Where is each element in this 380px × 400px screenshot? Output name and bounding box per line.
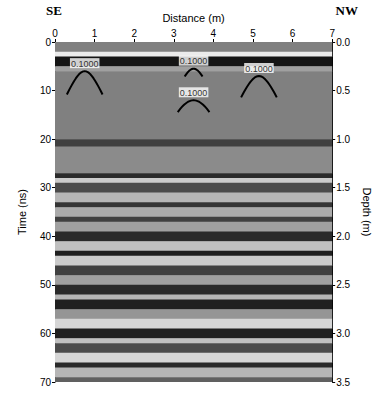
svg-text:0.1000: 0.1000 (180, 56, 208, 66)
svg-text:1.5: 1.5 (336, 182, 350, 193)
svg-text:NW: NW (336, 3, 358, 18)
svg-text:3.0: 3.0 (336, 328, 350, 339)
svg-text:4: 4 (211, 28, 217, 39)
svg-text:SE: SE (46, 3, 62, 18)
svg-text:3.5: 3.5 (336, 377, 350, 388)
svg-text:6: 6 (290, 28, 296, 39)
svg-text:0.0: 0.0 (336, 37, 350, 48)
svg-text:1.0: 1.0 (336, 134, 350, 145)
svg-text:20: 20 (40, 134, 52, 145)
svg-text:30: 30 (40, 182, 52, 193)
svg-text:3: 3 (171, 28, 177, 39)
svg-text:2.5: 2.5 (336, 279, 350, 290)
svg-text:Time (ns): Time (ns) (16, 189, 28, 235)
svg-text:0.5: 0.5 (336, 85, 350, 96)
svg-text:7: 7 (329, 28, 335, 39)
svg-text:0: 0 (52, 28, 58, 39)
svg-text:2.0: 2.0 (336, 231, 350, 242)
svg-text:0: 0 (45, 37, 51, 48)
svg-text:50: 50 (40, 279, 52, 290)
svg-text:2: 2 (131, 28, 137, 39)
svg-text:70: 70 (40, 377, 52, 388)
svg-text:40: 40 (40, 231, 52, 242)
svg-text:Depth (m): Depth (m) (361, 188, 373, 237)
svg-text:0.1000: 0.1000 (245, 64, 273, 74)
svg-text:1: 1 (92, 28, 98, 39)
svg-text:10: 10 (40, 85, 52, 96)
svg-text:Distance (m): Distance (m) (162, 12, 224, 24)
svg-text:5: 5 (250, 28, 256, 39)
svg-text:0.1000: 0.1000 (180, 88, 208, 98)
svg-text:60: 60 (40, 328, 52, 339)
svg-text:0.1000: 0.1000 (71, 59, 99, 69)
